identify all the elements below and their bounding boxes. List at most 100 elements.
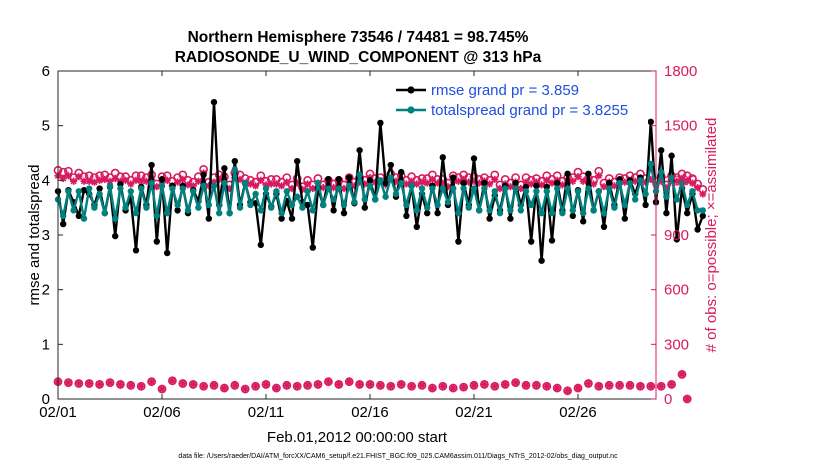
data-point-totalspread: [465, 204, 472, 211]
data-point-rmse: [164, 249, 171, 257]
data-point-totalspread: [195, 204, 202, 211]
data-point-assimilated-obs-low: [574, 384, 582, 392]
data-point-assimilated-obs: [111, 174, 119, 183]
data-point-totalspread: [325, 185, 332, 192]
y2-tick-label: 0: [664, 391, 672, 408]
data-point-totalspread: [439, 185, 446, 192]
data-point-totalspread: [502, 185, 509, 192]
data-point-assimilated-obs-low: [200, 382, 208, 390]
data-point-assimilated-obs: [423, 179, 431, 187]
data-point-totalspread: [512, 185, 519, 192]
data-point-assimilated-obs: [194, 177, 202, 185]
data-point-rmse: [174, 207, 181, 214]
data-point-totalspread: [372, 196, 379, 203]
data-point-assimilated-obs: [486, 180, 494, 188]
data-point-assimilated-obs-low: [366, 380, 374, 389]
data-point-assimilated-obs: [590, 180, 598, 188]
x-tick-label: 02/21: [455, 404, 493, 421]
data-point-assimilated-obs-low: [387, 382, 395, 390]
legend-box: [392, 79, 648, 123]
data-point-assimilated-obs: [96, 176, 104, 184]
data-point-assimilated-obs: [137, 177, 145, 185]
data-point-totalspread: [678, 179, 686, 187]
data-point-rmse: [403, 212, 410, 220]
y-tick-label: 3: [42, 227, 50, 244]
data-point-assimilated-obs-low: [501, 380, 509, 389]
data-point-assimilated-obs: [298, 185, 306, 194]
data-point-assimilated-obs: [662, 184, 670, 193]
data-point-assimilated-obs: [475, 179, 483, 187]
data-point-totalspread: [330, 196, 337, 203]
data-point-totalspread: [174, 201, 181, 209]
data-point-totalspread: [626, 179, 634, 187]
data-point-assimilated-obs: [402, 180, 410, 188]
x-axis-label: Feb.01,2012 00:00:00 start: [267, 429, 448, 446]
data-point-assimilated-obs-low: [231, 381, 239, 389]
data-point-assimilated-obs-low: [657, 382, 665, 390]
data-point-rmse: [439, 154, 446, 161]
data-point-assimilated-obs: [517, 184, 525, 193]
data-point-totalspread: [382, 193, 389, 200]
data-point-totalspread: [96, 190, 103, 198]
data-point-totalspread: [80, 215, 88, 222]
data-point-assimilated-obs: [309, 184, 317, 193]
data-point-rmse: [450, 174, 457, 181]
data-point-rmse: [75, 212, 83, 220]
y-tick-label: 5: [42, 118, 50, 135]
data-point-rmse: [413, 223, 420, 230]
data-point-totalspread: [200, 182, 207, 189]
data-point-totalspread: [507, 207, 514, 214]
data-point-assimilated-obs-low: [408, 382, 416, 390]
data-point-assimilated-obs-low: [480, 380, 488, 389]
data-point-rmse: [621, 215, 628, 222]
y-axis-left: 0 1 2 3 4 5 6: [42, 63, 63, 408]
data-point-totalspread: [70, 207, 77, 214]
data-point-assimilated-obs: [330, 184, 338, 192]
data-point-assimilated-obs-low: [283, 381, 291, 389]
data-point-assimilated-obs: [179, 175, 187, 184]
data-point-totalspread: [658, 168, 665, 176]
data-point-totalspread: [642, 190, 649, 198]
data-point-totalspread: [340, 201, 348, 209]
data-point-totalspread: [184, 207, 192, 214]
data-point-totalspread: [226, 209, 233, 217]
data-point-rmse: [398, 168, 405, 176]
data-point-assimilated-obs: [444, 183, 452, 191]
data-point-rmse: [60, 220, 67, 228]
data-point-assimilated-obs: [122, 176, 130, 184]
data-point-rmse: [658, 147, 665, 154]
y-tick-label: 1: [42, 336, 50, 353]
data-point-totalspread: [413, 207, 420, 214]
data-point-rmse: [366, 177, 374, 184]
data-point-rmse: [117, 180, 124, 188]
data-point-totalspread: [470, 185, 478, 192]
data-point-totalspread: [684, 201, 691, 209]
data-point-assimilated-obs-low: [345, 378, 353, 386]
data-point-assimilated-obs-low: [324, 378, 332, 386]
data-point-rmse: [346, 174, 353, 181]
data-point-assimilated-obs: [127, 180, 135, 188]
data-point-assimilated-obs: [558, 181, 566, 189]
data-point-totalspread: [179, 185, 186, 192]
data-point-totalspread: [486, 207, 493, 214]
data-point-totalspread: [632, 196, 639, 203]
data-point-assimilated-obs: [319, 184, 327, 192]
data-point-rmse: [257, 241, 264, 249]
data-point-rmse: [304, 201, 311, 209]
data-point-totalspread: [143, 204, 150, 211]
data-point-rmse: [684, 209, 691, 217]
data-point-totalspread: [320, 201, 327, 209]
data-point-rmse: [460, 179, 467, 187]
data-point-totalspread: [351, 199, 358, 206]
data-point-assimilated-obs-low: [439, 382, 447, 390]
data-point-assimilated-obs: [595, 172, 603, 180]
data-point-rmse: [507, 215, 514, 222]
data-point-rmse: [600, 223, 608, 230]
data-point-rmse: [647, 118, 654, 126]
data-point-rmse: [132, 247, 140, 254]
data-point-totalspread: [616, 179, 623, 187]
data-point-rmse: [278, 215, 285, 222]
data-point-assimilated-obs: [413, 180, 421, 188]
data-point-totalspread: [606, 185, 613, 192]
data-point-totalspread: [299, 204, 306, 211]
